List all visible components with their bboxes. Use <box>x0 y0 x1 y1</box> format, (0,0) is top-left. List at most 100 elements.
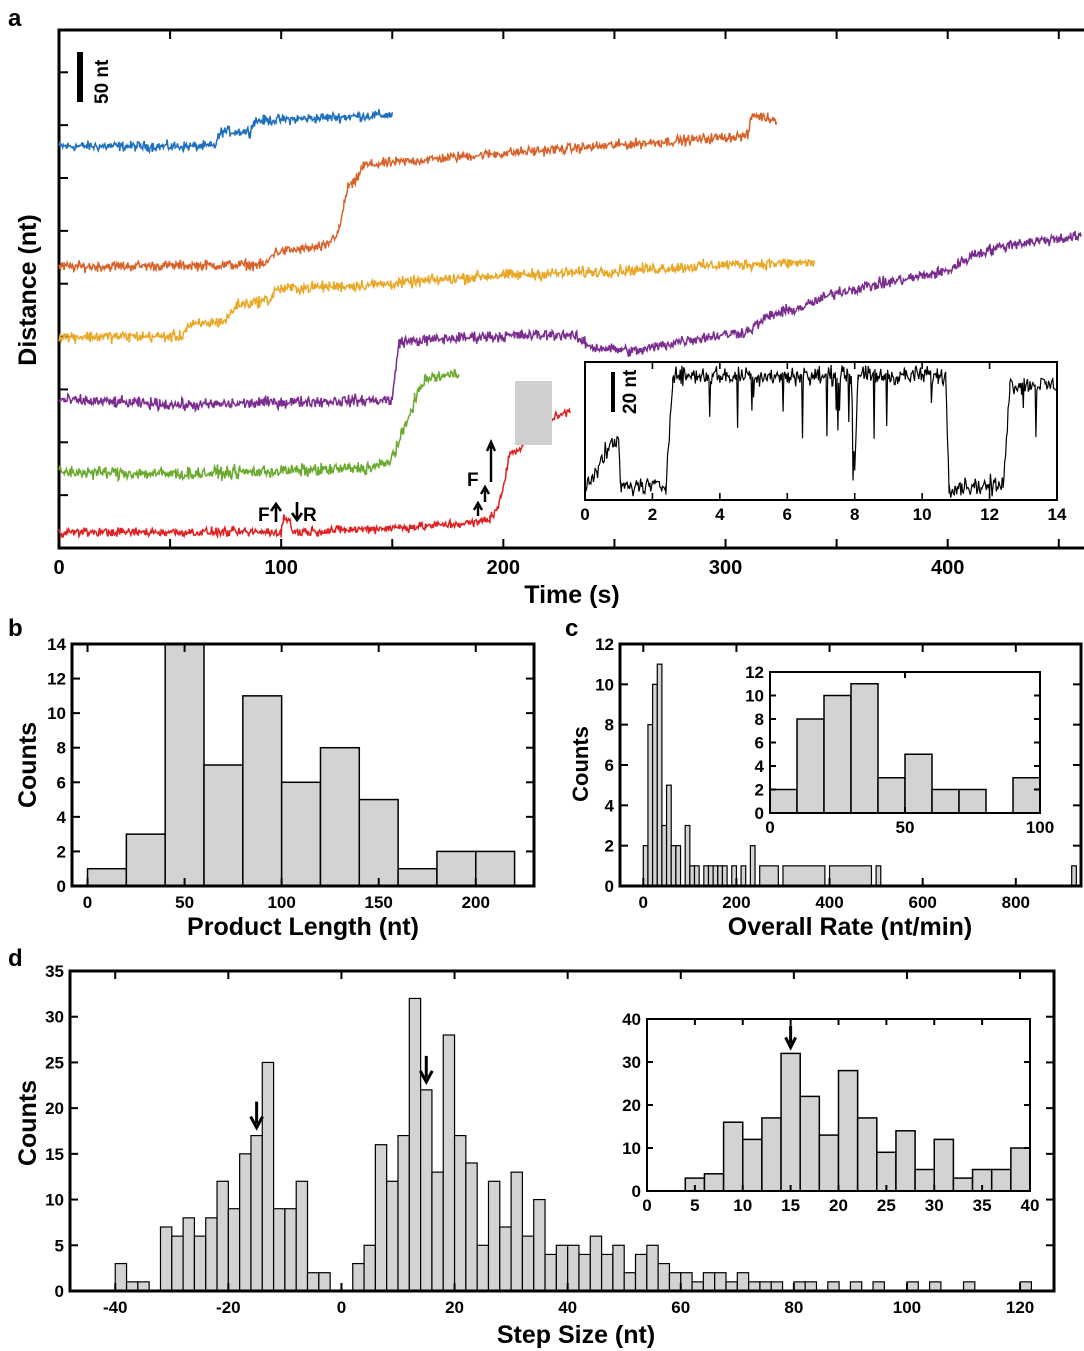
histogram-bar <box>125 833 166 887</box>
histogram-bar <box>742 1138 763 1192</box>
histogram-bar <box>818 1134 840 1192</box>
histogram-bar <box>306 1272 320 1292</box>
trace-line <box>58 109 394 155</box>
x-tick-label: 10 <box>733 1196 752 1215</box>
x-tick-label: -20 <box>216 1298 241 1317</box>
arrow-down-icon <box>784 1025 797 1051</box>
x-tick-label: 12 <box>980 505 999 524</box>
x-tick-label: 0 <box>83 893 92 912</box>
panel-c-y-axis-label: Counts <box>568 726 593 802</box>
histogram-bar <box>578 1253 591 1292</box>
x-tick-label: 400 <box>815 893 843 912</box>
y-tick-label: 4 <box>57 808 67 827</box>
panel-letter-c: c <box>565 615 578 642</box>
histogram-bar <box>420 1089 433 1292</box>
histogram-bar <box>933 1138 955 1192</box>
x-tick-label: 0 <box>580 505 589 524</box>
panel-d-x-axis-label: Step Size (nt) <box>497 1321 655 1349</box>
y-tick-label: 0 <box>55 1282 64 1301</box>
x-tick-label: 0 <box>642 1196 651 1215</box>
y-tick-label: 8 <box>57 739 66 758</box>
panel-a-fr-annotation: F R <box>258 501 317 526</box>
arrow-up-icon <box>479 484 491 502</box>
y-tick-label: 12 <box>595 635 614 654</box>
x-tick-label: 100 <box>267 893 295 912</box>
histogram-bar <box>668 1272 682 1292</box>
x-tick-label: 0 <box>765 818 774 837</box>
panel-d-inset: 0 5 10 15 20 25 30 35 40 0 10 20 30 40 <box>622 1010 1039 1215</box>
x-tick-label: 80 <box>784 1298 803 1317</box>
histogram-bar <box>319 746 361 887</box>
trace-line <box>58 111 778 274</box>
histogram-bar <box>769 788 798 814</box>
histogram-bar <box>623 1272 637 1292</box>
panel-d-bars <box>114 997 1032 1292</box>
panel-b-y-axis-label: Counts <box>14 722 42 808</box>
scale-bar-50nt <box>77 52 83 102</box>
histogram-bar <box>363 1244 376 1292</box>
x-tick-label: 800 <box>1002 893 1030 912</box>
histogram-bar <box>914 1168 935 1192</box>
histogram-bar <box>250 1134 263 1292</box>
y-tick-label: 4 <box>605 796 615 815</box>
histogram-bar <box>651 683 658 887</box>
y-tick-label: 20 <box>45 1099 64 1118</box>
histogram-bar <box>318 1272 331 1292</box>
histogram-bar <box>782 865 826 887</box>
histogram-bar <box>722 1121 744 1192</box>
trace-line <box>58 257 816 344</box>
histogram-bar <box>171 1235 184 1292</box>
panel-d-arrows <box>249 1055 434 1131</box>
histogram-bar <box>823 694 852 814</box>
histogram-bar <box>736 1272 750 1292</box>
histogram-bar <box>272 1208 286 1292</box>
panel-a-y-axis-label: Distance (nt) <box>14 214 42 365</box>
histogram-bar <box>714 1272 727 1292</box>
y-tick-label: 6 <box>605 756 614 775</box>
x-tick-label: 600 <box>908 893 936 912</box>
y-tick-label: 5 <box>55 1236 64 1255</box>
histogram-bar <box>670 845 677 887</box>
histogram-bar <box>717 865 724 887</box>
histogram-bar <box>712 865 719 887</box>
histogram-bar <box>875 865 882 887</box>
histogram-bar <box>799 1095 821 1192</box>
y-tick-label: 14 <box>47 635 66 654</box>
histogram-bar <box>358 798 399 887</box>
panel-a-ticks: 0 100 200 300 400 <box>53 30 1060 579</box>
histogram-bar <box>665 784 672 887</box>
x-tick-label: 50 <box>896 818 915 837</box>
y-tick-label: 6 <box>755 734 764 753</box>
x-tick-label: 4 <box>715 505 725 524</box>
y-tick-label: 8 <box>605 716 614 735</box>
y-tick-label: 10 <box>622 1139 641 1158</box>
histogram-bar <box>1010 1147 1031 1192</box>
histogram-bar <box>280 781 322 887</box>
histogram-bar <box>521 1235 535 1292</box>
panel-b-bars <box>86 643 516 887</box>
histogram-bar <box>442 1034 456 1292</box>
y-tick-label: 0 <box>632 1182 641 1201</box>
trace-line <box>58 368 460 483</box>
histogram-bar <box>689 865 696 887</box>
histogram-bar <box>487 1180 501 1292</box>
histogram-bar <box>203 764 244 887</box>
inset-d-ticks: 0 5 10 15 20 25 30 35 40 0 10 20 30 40 <box>622 1010 1039 1215</box>
y-tick-label: 10 <box>595 675 614 694</box>
panel-a-frame <box>57 28 1084 550</box>
histogram-bar <box>86 867 128 887</box>
y-tick-label: 2 <box>57 842 66 861</box>
histogram-bar <box>242 695 283 887</box>
histogram-bar <box>990 1168 1012 1192</box>
x-tick-label: 200 <box>487 557 520 579</box>
panel-letter-a: a <box>8 5 22 32</box>
y-tick-label: 0 <box>605 877 614 896</box>
histogram-bar <box>159 1226 173 1292</box>
arrow-down-icon <box>249 1101 264 1131</box>
histogram-bar <box>703 865 710 887</box>
histogram-bar <box>510 1171 524 1292</box>
y-tick-label: 2 <box>755 781 764 800</box>
